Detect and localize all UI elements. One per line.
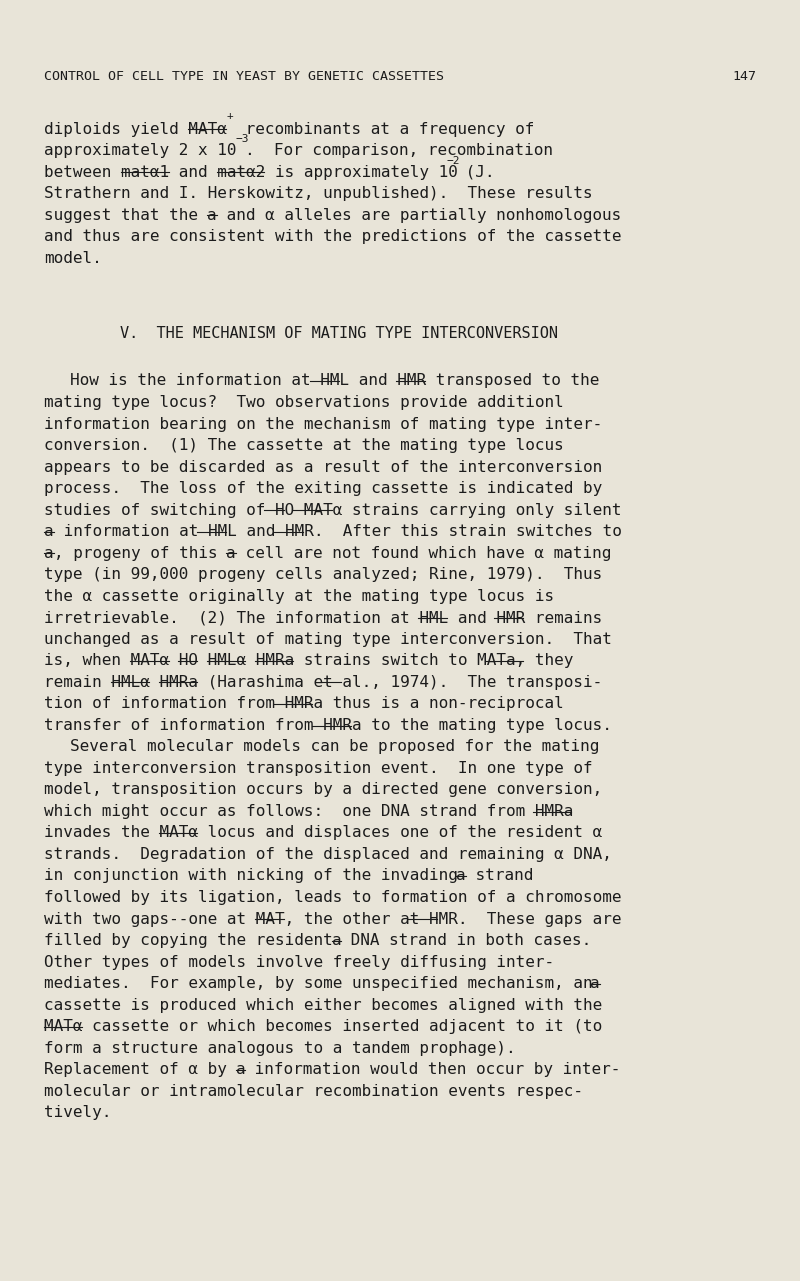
Text: 147: 147 bbox=[732, 70, 756, 83]
Text: mating type locus?  Two observations provide additionl: mating type locus? Two observations prov… bbox=[44, 395, 564, 410]
Text: and thus are consistent with the predictions of the cassette: and thus are consistent with the predict… bbox=[44, 229, 622, 245]
Text: mediates.  For example, by some unspecified mechanism, an: mediates. For example, by some unspecifi… bbox=[44, 976, 602, 991]
Text: a: a bbox=[44, 524, 54, 539]
Text: appears to be discarded as a result of the interconversion: appears to be discarded as a result of t… bbox=[44, 460, 602, 474]
Text: −3: −3 bbox=[236, 135, 249, 145]
Text: .  For comparison, recombination: . For comparison, recombination bbox=[246, 143, 554, 159]
Text: followed by its ligation, leads to formation of a chromosome: followed by its ligation, leads to forma… bbox=[44, 890, 622, 904]
Text: CONTROL OF CELL TYPE IN YEAST BY GENETIC CASSETTES: CONTROL OF CELL TYPE IN YEAST BY GENETIC… bbox=[44, 70, 444, 83]
Text: studies of switching of HO MATα strains carrying only silent: studies of switching of HO MATα strains … bbox=[44, 502, 622, 518]
Text: conversion.  (1) The cassette at the mating type locus: conversion. (1) The cassette at the mati… bbox=[44, 438, 564, 453]
Text: , progeny of this: , progeny of this bbox=[54, 546, 227, 561]
Text: a: a bbox=[44, 546, 54, 561]
Text: recombinants at a frequency of: recombinants at a frequency of bbox=[236, 122, 534, 137]
Text: cassette is produced which either becomes aligned with the: cassette is produced which either become… bbox=[44, 998, 602, 1012]
Text: process.  The loss of the exiting cassette is indicated by: process. The loss of the exiting cassett… bbox=[44, 482, 602, 496]
Text: tion of information from HMRa thus is a non-reciprocal: tion of information from HMRa thus is a … bbox=[44, 697, 564, 711]
Text: type interconversion transposition event.  In one type of: type interconversion transposition event… bbox=[44, 761, 593, 776]
Text: approximately 2 x 10: approximately 2 x 10 bbox=[44, 143, 237, 159]
Text: DNA strand in both cases.: DNA strand in both cases. bbox=[341, 933, 591, 948]
Text: (J.: (J. bbox=[456, 165, 494, 179]
Text: diploids yield MATα: diploids yield MATα bbox=[44, 122, 227, 137]
Text: suggest that the: suggest that the bbox=[44, 208, 208, 223]
Text: −2: −2 bbox=[446, 156, 460, 165]
Text: which might occur as follows:  one DNA strand from HMRa: which might occur as follows: one DNA st… bbox=[44, 804, 574, 819]
Text: form a structure analogous to a tandem prophage).: form a structure analogous to a tandem p… bbox=[44, 1040, 516, 1056]
Text: MATα cassette or which becomes inserted adjacent to it (to: MATα cassette or which becomes inserted … bbox=[44, 1020, 602, 1034]
Text: information bearing on the mechanism of mating type inter-: information bearing on the mechanism of … bbox=[44, 416, 602, 432]
Text: Strathern and I. Herskowitz, unpublished).  These results: Strathern and I. Herskowitz, unpublished… bbox=[44, 186, 593, 201]
Text: with two gaps--one at MAT, the other at HMR.  These gaps are: with two gaps--one at MAT, the other at … bbox=[44, 912, 622, 926]
Text: cell are not found which have α mating: cell are not found which have α mating bbox=[236, 546, 611, 561]
Text: a: a bbox=[226, 546, 236, 561]
Text: type (in 99,000 progeny cells analyzed; Rine, 1979).  Thus: type (in 99,000 progeny cells analyzed; … bbox=[44, 567, 602, 582]
Text: tively.: tively. bbox=[44, 1106, 111, 1120]
Text: Several molecular models can be proposed for the mating: Several molecular models can be proposed… bbox=[70, 739, 600, 755]
Text: a: a bbox=[207, 208, 217, 223]
Text: a: a bbox=[590, 976, 600, 991]
Text: invades the MATα locus and displaces one of the resident α: invades the MATα locus and displaces one… bbox=[44, 825, 602, 840]
Text: strand: strand bbox=[466, 869, 533, 884]
Text: information would then occur by inter-: information would then occur by inter- bbox=[246, 1062, 621, 1077]
Text: transfer of information from HMRa to the mating type locus.: transfer of information from HMRa to the… bbox=[44, 717, 612, 733]
Text: filled by copying the resident: filled by copying the resident bbox=[44, 933, 342, 948]
Text: a: a bbox=[331, 933, 341, 948]
Text: information at HML and HMR.  After this strain switches to: information at HML and HMR. After this s… bbox=[54, 524, 622, 539]
Text: a: a bbox=[456, 869, 466, 884]
Text: unchanged as a result of mating type interconversion.  That: unchanged as a result of mating type int… bbox=[44, 632, 612, 647]
Text: Other types of models involve freely diffusing inter-: Other types of models involve freely dif… bbox=[44, 954, 554, 970]
Text: model, transposition occurs by a directed gene conversion,: model, transposition occurs by a directe… bbox=[44, 783, 602, 797]
Text: strands.  Degradation of the displaced and remaining α DNA,: strands. Degradation of the displaced an… bbox=[44, 847, 612, 862]
Text: irretrievable.  (2) The information at HML and HMR remains: irretrievable. (2) The information at HM… bbox=[44, 610, 602, 625]
Text: molecular or intramolecular recombination events respec-: molecular or intramolecular recombinatio… bbox=[44, 1084, 583, 1099]
Text: remain HMLα HMRa (Harashima et al., 1974).  The transposi-: remain HMLα HMRa (Harashima et al., 1974… bbox=[44, 675, 602, 689]
Text: is, when MATα HO HMLα HMRa strains switch to MATa, they: is, when MATα HO HMLα HMRa strains switc… bbox=[44, 653, 574, 669]
Text: model.: model. bbox=[44, 251, 102, 266]
Text: the α cassette originally at the mating type locus is: the α cassette originally at the mating … bbox=[44, 589, 554, 603]
Text: between matα1 and matα2 is approximately 10: between matα1 and matα2 is approximately… bbox=[44, 165, 458, 179]
Text: in conjunction with nicking of the invading: in conjunction with nicking of the invad… bbox=[44, 869, 467, 884]
Text: V.  THE MECHANISM OF MATING TYPE INTERCONVERSION: V. THE MECHANISM OF MATING TYPE INTERCON… bbox=[120, 327, 558, 341]
Text: Replacement of α by: Replacement of α by bbox=[44, 1062, 237, 1077]
Text: How is the information at HML and HMR transposed to the: How is the information at HML and HMR tr… bbox=[70, 374, 600, 388]
Text: and α alleles are partially nonhomologous: and α alleles are partially nonhomologou… bbox=[217, 208, 621, 223]
Text: a: a bbox=[236, 1062, 246, 1077]
Text: +: + bbox=[226, 111, 233, 122]
